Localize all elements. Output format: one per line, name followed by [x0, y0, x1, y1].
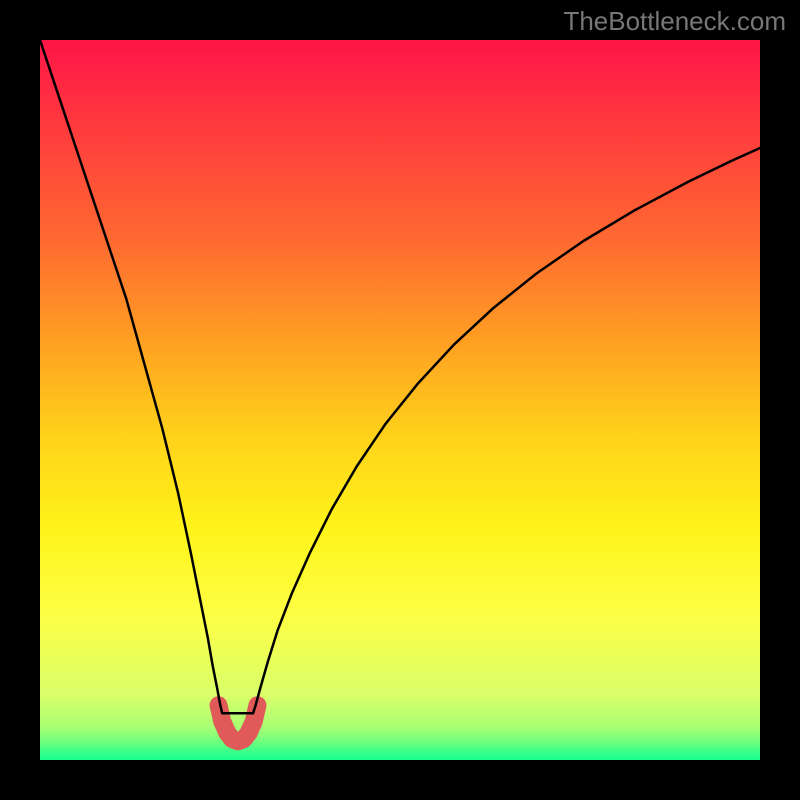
- notch-curve: [219, 705, 258, 741]
- chart-frame-right: [760, 0, 800, 800]
- chart-frame-bottom: [0, 760, 800, 800]
- watermark-text: TheBottleneck.com: [563, 6, 786, 37]
- bottleneck-curve: [40, 40, 760, 713]
- chart-curve-layer: [40, 40, 760, 760]
- chart-frame-left: [0, 0, 40, 800]
